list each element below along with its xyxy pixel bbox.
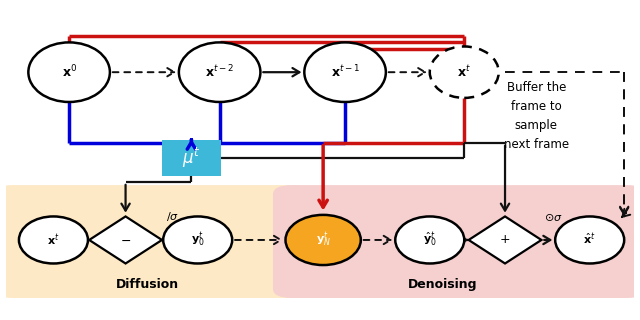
Text: $\mathbf{x}^t$: $\mathbf{x}^t$ <box>47 232 60 248</box>
Ellipse shape <box>179 42 260 102</box>
FancyArrowPatch shape <box>620 208 628 216</box>
FancyBboxPatch shape <box>162 140 221 176</box>
Ellipse shape <box>304 42 386 102</box>
FancyArrowPatch shape <box>235 236 281 244</box>
FancyArrowPatch shape <box>319 146 327 207</box>
Text: $+$: $+$ <box>499 234 511 246</box>
Ellipse shape <box>396 216 464 263</box>
FancyArrowPatch shape <box>620 207 628 215</box>
Polygon shape <box>468 216 541 263</box>
FancyArrowPatch shape <box>622 209 630 217</box>
Ellipse shape <box>556 216 624 263</box>
FancyArrowPatch shape <box>113 68 174 76</box>
FancyArrowPatch shape <box>154 236 162 244</box>
Text: Buffer the
frame to
sample
next frame: Buffer the frame to sample next frame <box>504 81 569 151</box>
FancyArrowPatch shape <box>263 68 300 76</box>
Text: $\mathbf{x}^{t-1}$: $\mathbf{x}^{t-1}$ <box>330 64 360 81</box>
Text: Denoising: Denoising <box>408 278 477 291</box>
Ellipse shape <box>163 216 232 263</box>
Text: $\mathbf{y}_0^t$: $\mathbf{y}_0^t$ <box>191 231 205 249</box>
Text: $\mathbf{y}_N^t$: $\mathbf{y}_N^t$ <box>316 231 331 249</box>
FancyArrowPatch shape <box>122 185 130 211</box>
Text: $\mathbf{x}^{t-2}$: $\mathbf{x}^{t-2}$ <box>205 64 234 81</box>
Ellipse shape <box>28 42 110 102</box>
FancyArrowPatch shape <box>388 68 425 76</box>
Ellipse shape <box>430 46 499 98</box>
FancyBboxPatch shape <box>273 185 640 298</box>
Text: $\mathbf{x}^0$: $\mathbf{x}^0$ <box>61 64 77 81</box>
Text: $\hat{\mathbf{x}}^t$: $\hat{\mathbf{x}}^t$ <box>584 232 596 247</box>
Polygon shape <box>89 216 162 263</box>
FancyArrowPatch shape <box>364 236 390 244</box>
Text: $\hat{\mathbf{y}}_0^t$: $\hat{\mathbf{y}}_0^t$ <box>423 231 436 249</box>
Text: $-$: $-$ <box>120 234 131 246</box>
Text: Diffusion: Diffusion <box>116 278 179 291</box>
FancyBboxPatch shape <box>0 185 310 298</box>
FancyArrowPatch shape <box>460 236 467 244</box>
FancyArrowPatch shape <box>501 146 509 211</box>
Text: $\odot\sigma$: $\odot\sigma$ <box>544 212 563 223</box>
Text: $\mu^t$: $\mu^t$ <box>182 146 201 171</box>
FancyArrowPatch shape <box>543 236 550 244</box>
FancyArrowPatch shape <box>80 236 88 244</box>
Ellipse shape <box>19 216 88 263</box>
Ellipse shape <box>285 215 361 265</box>
Text: $\mathbf{x}^{t}$: $\mathbf{x}^{t}$ <box>458 64 471 80</box>
FancyArrowPatch shape <box>188 140 196 149</box>
FancyArrowPatch shape <box>460 48 468 57</box>
Text: $/ \sigma$: $/ \sigma$ <box>166 210 179 223</box>
